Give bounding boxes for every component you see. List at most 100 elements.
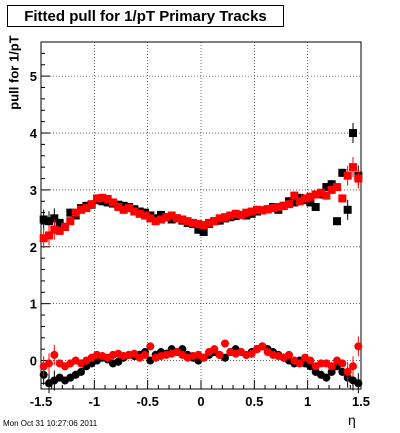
x-tick-label: 1 — [304, 394, 311, 409]
data-point-circle — [322, 373, 331, 382]
data-point-square — [205, 218, 213, 227]
chart-title: Fitted pull for 1/pT Primary Tracks — [24, 8, 267, 25]
data-point-square — [141, 211, 149, 220]
data-point-square — [221, 213, 229, 222]
data-point-square — [338, 194, 347, 203]
data-point-circle — [306, 356, 315, 365]
data-point-square — [146, 214, 155, 223]
y-tick-label: 0 — [30, 354, 37, 369]
data-point-square — [119, 205, 128, 214]
data-point-square — [189, 218, 197, 227]
data-point-square — [167, 211, 176, 220]
data-point-square — [333, 183, 341, 192]
data-point-circle — [77, 367, 85, 376]
data-point-square — [322, 183, 331, 192]
data-point-square — [194, 220, 203, 229]
data-point-square — [263, 205, 272, 214]
x-tick-label: -0.5 — [136, 394, 158, 409]
data-point-square — [61, 222, 69, 231]
x-tick-label: -1 — [89, 394, 101, 409]
data-point-square — [306, 192, 315, 201]
data-point-circle — [354, 379, 363, 388]
data-point-square — [125, 204, 133, 213]
data-point-circle — [295, 359, 304, 368]
data-point-square — [45, 231, 53, 240]
data-point-square — [39, 234, 48, 243]
data-point-square — [173, 214, 181, 223]
data-point-square — [199, 221, 208, 230]
data-point-square — [285, 200, 293, 209]
data-point-square — [45, 217, 53, 226]
data-point-square — [226, 211, 235, 220]
data-point-square — [311, 202, 320, 211]
data-point-square — [253, 205, 261, 214]
data-point-square — [327, 185, 336, 194]
data-point-square — [349, 129, 357, 138]
data-point-square — [194, 225, 203, 234]
data-point-square — [66, 217, 75, 226]
x-axis-label: η — [348, 412, 356, 428]
data-point-square — [327, 180, 336, 189]
x-tick-label: 0 — [197, 394, 204, 409]
data-point-square — [151, 217, 160, 226]
data-point-square — [317, 188, 325, 197]
data-point-square — [349, 163, 357, 172]
data-point-square — [210, 217, 219, 226]
data-point-square — [258, 206, 267, 215]
data-point-circle — [349, 362, 357, 371]
data-point-square — [301, 194, 309, 203]
data-point-square — [290, 198, 299, 207]
data-point-square — [183, 217, 192, 226]
data-point-square — [109, 198, 117, 207]
data-point-circle — [141, 350, 149, 359]
data-point-square — [279, 201, 288, 210]
data-point-square — [98, 193, 107, 202]
data-point-square — [130, 207, 139, 216]
chart-title-box: Fitted pull for 1/pT Primary Tracks — [7, 5, 284, 27]
data-point-circle — [50, 350, 59, 359]
y-tick-label: 4 — [30, 126, 38, 141]
data-point-circle — [343, 367, 352, 376]
data-point-square — [333, 217, 341, 226]
y-tick-label: 1 — [30, 297, 37, 312]
data-point-square — [39, 215, 48, 224]
data-point-circle — [221, 339, 229, 348]
data-point-square — [55, 226, 64, 235]
data-point-circle — [354, 342, 363, 351]
data-point-circle — [327, 362, 336, 371]
y-tick-label: 3 — [30, 183, 37, 198]
data-point-circle — [338, 359, 347, 368]
data-point-square — [274, 202, 283, 211]
x-tick-label: 1.5 — [352, 394, 370, 409]
data-point-square — [66, 208, 75, 217]
data-point-square — [157, 215, 165, 224]
data-point-circle — [247, 349, 256, 358]
data-point-square — [77, 205, 85, 214]
x-tick-label: -1.5 — [30, 394, 52, 409]
data-point-square — [71, 208, 80, 217]
data-point-circle — [146, 342, 155, 351]
data-point-square — [242, 208, 251, 217]
data-point-square — [322, 191, 331, 200]
data-point-square — [114, 202, 123, 211]
data-point-square — [231, 209, 240, 218]
data-point-circle — [215, 350, 224, 359]
data-point-square — [338, 168, 347, 177]
data-point-square — [93, 194, 101, 203]
data-point-square — [343, 205, 352, 214]
data-point-square — [354, 174, 363, 183]
data-point-circle — [285, 350, 293, 359]
data-point-square — [135, 209, 144, 218]
data-point-square — [343, 171, 352, 180]
y-tick-label: 5 — [30, 69, 37, 84]
timestamp-footer: Mon Oct 31 10:27:06 2011 — [3, 419, 98, 428]
data-point-square — [50, 214, 59, 223]
y-tick-label: 2 — [30, 240, 37, 255]
data-point-square — [237, 210, 245, 219]
data-point-square — [55, 218, 64, 227]
data-point-circle — [210, 345, 219, 354]
data-point-square — [157, 210, 165, 219]
data-point-square — [247, 207, 256, 216]
